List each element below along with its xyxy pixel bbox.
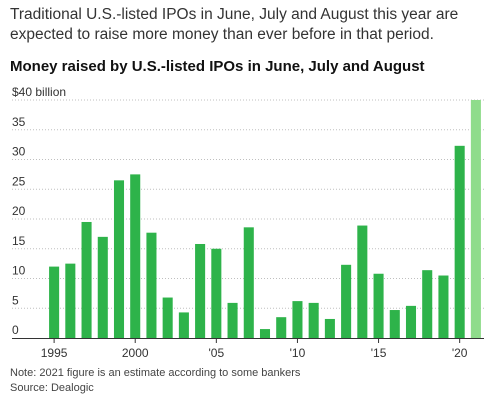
bar-1998 [97,236,108,338]
bar-2012 [324,318,335,338]
bar-2003 [178,312,189,338]
bar-2020 [454,145,465,338]
y-tick-label: $40 billion [12,85,66,99]
bar-2016 [389,310,400,338]
bar-2010 [292,301,303,338]
bar-2017 [405,305,417,338]
y-tick-label: 30 [12,145,26,159]
footnote: Note: 2021 figure is an estimate accordi… [10,366,492,396]
bar-2006 [227,302,238,338]
axes [12,338,484,343]
y-tick-label: 25 [12,174,26,188]
chart-subtitle: Traditional U.S.-listed IPOs in June, Ju… [10,6,459,43]
x-tick-label: '05 [209,346,225,360]
bar-2021 [470,100,481,338]
y-tick-label: 5 [12,293,19,307]
bar-1999 [113,180,125,338]
x-tick-labels: 1995 2000 '05 '10 '15 '20 [41,346,468,360]
bar-2018 [422,270,433,338]
bar-2007 [243,227,254,338]
x-tick-label: '20 [452,346,468,360]
y-tick-label: 35 [12,115,26,129]
bar-1997 [81,221,92,338]
x-tick-label: '15 [371,346,387,360]
bar-2004 [195,243,206,338]
bar-2005 [211,248,222,338]
bar-2014 [357,225,368,338]
y-tick-label: 10 [12,264,26,278]
bar-2002 [162,297,173,338]
y-tick-label: 20 [12,204,26,218]
bars [49,100,481,339]
bar-2019 [438,275,449,338]
y-tick-label: 15 [12,234,26,248]
bar-2015 [373,273,384,338]
note-text: Note: 2021 figure is an estimate accordi… [10,367,301,379]
bar-2013 [341,264,352,338]
bar-1995 [49,266,60,338]
bar-2001 [146,232,157,338]
bar-2009 [276,317,287,338]
y-tick-labels: 0 5 10 15 20 25 30 35 $40 billion [12,85,66,337]
x-tick-label: 2000 [122,346,149,360]
x-tick-label: '10 [290,346,306,360]
chart-title: Money raised by U.S.-listed IPOs in June… [10,58,425,75]
x-tick-label: 1995 [41,346,68,360]
y-tick-label: 0 [12,323,19,337]
bar-1996 [65,263,76,339]
bar-2000 [130,174,141,339]
source-text: Source: Dealogic [10,382,94,394]
bar-2008 [259,329,271,338]
bar-2011 [308,302,319,338]
